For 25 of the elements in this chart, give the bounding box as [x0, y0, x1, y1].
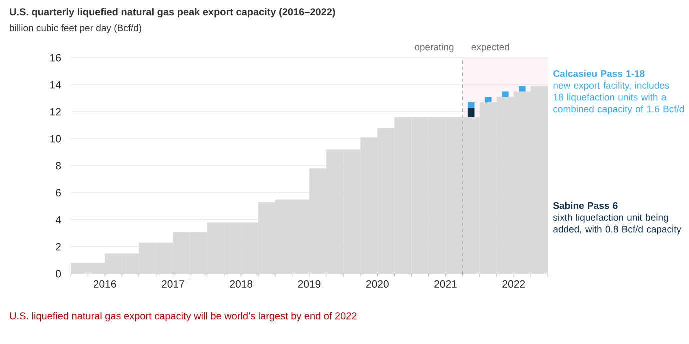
- text: new export facility, includes 18 liquefaction units with a combined capacity of 1.6 Bcf/d: [554, 82, 684, 114]
- text: sixth liquefaction unit being added, with 0.8 Bcf/d capacity: [553, 214, 682, 235]
- x-tick-label: 2017: [162, 280, 184, 288]
- y-tick-label: 2: [56, 243, 61, 251]
- y-tick-label: 10: [50, 135, 62, 143]
- band-label: expected: [472, 44, 510, 52]
- text: Calcasieu Pass 1-18: [554, 70, 645, 78]
- y-tick-label: 14: [50, 81, 62, 89]
- y-tick-label: 12: [50, 108, 61, 116]
- ref-line-label: operating: [415, 44, 454, 52]
- y-tick-label: 8: [56, 162, 62, 170]
- chart-title: U.S. quarterly liquefied natural gas peak export capacity (2016–2022): [10, 8, 336, 18]
- y-tick-label: 0: [56, 270, 62, 278]
- x-tick-label: 2019: [298, 280, 321, 288]
- text: Sabine Pass 6: [553, 202, 618, 210]
- x-tick-label: 2018: [230, 280, 253, 288]
- y-tick-label: 4: [56, 216, 62, 224]
- x-tick-label: 2022: [502, 280, 526, 288]
- x-tick-label: 2020: [366, 280, 389, 288]
- text: U.S. liquefied natural gas export capacity will be world’s largest by end of 2022: [10, 312, 357, 322]
- x-tick-label: 2016: [94, 280, 116, 288]
- y-tick-label: 6: [56, 189, 62, 197]
- y-axis-title: billion cubic feet per day (Bcf/d): [10, 24, 142, 34]
- y-tick-label: 16: [50, 54, 62, 62]
- x-tick-label: 2021: [434, 280, 457, 288]
